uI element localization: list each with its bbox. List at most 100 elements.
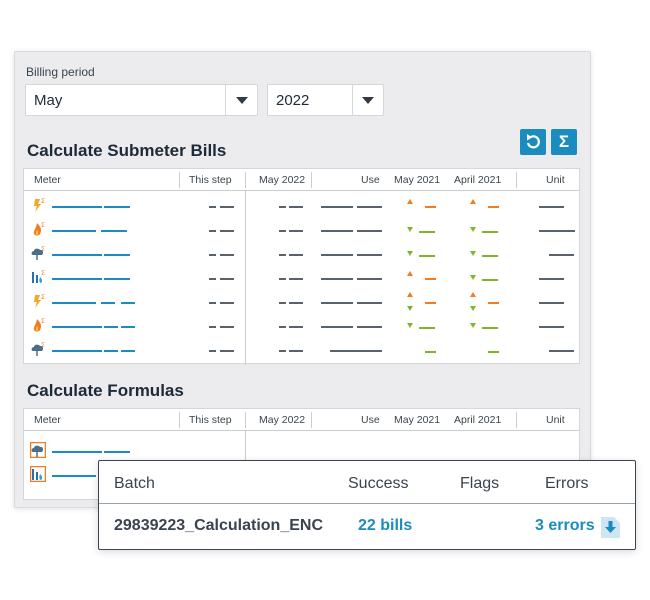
- cloud-formula-icon: [30, 442, 46, 458]
- this-step-value: [220, 326, 234, 328]
- trend-up-icon: [407, 199, 413, 204]
- meter-name-placeholder: [101, 302, 115, 304]
- change-value: [488, 302, 499, 304]
- use-value: [321, 230, 353, 232]
- use-value: [321, 302, 353, 304]
- col-meter[interactable]: Meter: [34, 174, 61, 186]
- use-value: [330, 350, 360, 352]
- change-value: [419, 255, 435, 257]
- svg-text:Σ: Σ: [41, 198, 45, 205]
- col-meter[interactable]: Meter: [34, 414, 61, 426]
- use-value: [321, 206, 353, 208]
- may-2022-value: [279, 350, 286, 352]
- billing-period-label: Billing period: [26, 65, 95, 79]
- unit-value: [539, 230, 575, 232]
- chevron-down-icon[interactable]: [236, 97, 248, 104]
- water-formula-icon: [30, 466, 46, 482]
- this-step-value: [220, 350, 234, 352]
- svg-text:Σ: Σ: [41, 246, 45, 253]
- trend-up-icon: [470, 199, 476, 204]
- this-step-value: [209, 302, 216, 304]
- change-value: [482, 279, 498, 281]
- may-2022-value: [279, 302, 286, 304]
- col-this-step[interactable]: This step: [189, 414, 232, 426]
- may-2022-value: [289, 206, 303, 208]
- trend-down-icon: [470, 323, 476, 328]
- month-select-divider: [225, 85, 226, 115]
- formulas-section-title: Calculate Formulas: [27, 381, 184, 400]
- errors-link[interactable]: 3 errors: [535, 517, 595, 534]
- electric-meter-sigma-icon: Σ: [34, 294, 45, 308]
- change-value: [425, 278, 436, 280]
- download-icon[interactable]: [601, 517, 620, 538]
- unit-value: [539, 326, 564, 328]
- change-value: [419, 231, 435, 233]
- meter-name-placeholder: [52, 254, 102, 256]
- col-may-2022[interactable]: May 2022: [259, 414, 306, 426]
- month-select[interactable]: May: [25, 84, 258, 116]
- may-2022-value: [279, 206, 286, 208]
- success-header: Success: [348, 475, 409, 492]
- change-value: [482, 255, 498, 257]
- col-april-2021[interactable]: April 2021: [454, 414, 502, 426]
- may-2022-value: [289, 302, 303, 304]
- cloud-meter-sigma-icon: Σ: [31, 246, 45, 260]
- col-may-2021[interactable]: May 2021: [394, 414, 441, 426]
- svg-text:Σ: Σ: [41, 222, 45, 229]
- change-value: [488, 351, 499, 353]
- meter-name-placeholder: [104, 451, 130, 453]
- col-may-2022[interactable]: May 2022: [259, 174, 306, 186]
- col-this-step[interactable]: This step: [189, 174, 232, 186]
- batch-id: 29839223_Calculation_ENC: [114, 517, 323, 534]
- may-2022-value: [279, 230, 286, 232]
- column-divider: [311, 172, 312, 188]
- svg-text:Σ: Σ: [41, 342, 45, 349]
- sum-button[interactable]: Σ: [551, 129, 577, 155]
- change-value: [425, 302, 436, 304]
- column-divider: [179, 412, 180, 428]
- year-select[interactable]: 2022: [267, 84, 384, 116]
- chevron-down-icon[interactable]: [362, 97, 374, 104]
- col-unit[interactable]: Unit: [546, 414, 565, 426]
- trend-up-icon: [407, 271, 413, 276]
- this-step-value: [220, 206, 234, 208]
- table-split-divider: [245, 191, 246, 365]
- change-value: [419, 327, 435, 329]
- column-divider: [179, 172, 180, 188]
- col-use[interactable]: Use: [361, 414, 380, 426]
- may-2022-value: [279, 278, 286, 280]
- trend-down-icon: [470, 275, 476, 280]
- meter-name-placeholder: [52, 206, 102, 208]
- may-2022-value: [289, 278, 303, 280]
- col-april-2021[interactable]: April 2021: [454, 174, 502, 186]
- meter-name-placeholder: [121, 326, 135, 328]
- may-2022-value: [289, 254, 303, 256]
- svg-text:Σ: Σ: [41, 294, 45, 301]
- meter-name-placeholder: [121, 302, 135, 304]
- success-link[interactable]: 22 bills: [358, 517, 413, 534]
- recalculate-button[interactable]: [520, 129, 546, 155]
- this-step-value: [209, 206, 216, 208]
- column-divider: [245, 412, 246, 428]
- use-value: [357, 302, 382, 304]
- meter-name-placeholder: [52, 326, 102, 328]
- meter-name-placeholder: [101, 230, 127, 232]
- trend-down-icon: [407, 306, 413, 311]
- meter-name-placeholder: [52, 302, 96, 304]
- meter-name-placeholder: [104, 206, 130, 208]
- unit-value: [539, 206, 564, 208]
- trend-up-icon: [407, 292, 413, 297]
- col-use[interactable]: Use: [361, 174, 380, 186]
- month-select-value: May: [34, 92, 63, 109]
- refresh-icon: [526, 134, 540, 149]
- trend-down-icon: [407, 323, 413, 328]
- col-unit[interactable]: Unit: [546, 174, 565, 186]
- trend-down-icon: [407, 251, 413, 256]
- meter-name-placeholder: [52, 475, 96, 477]
- use-value: [357, 206, 382, 208]
- this-step-value: [209, 230, 216, 232]
- col-may-2021[interactable]: May 2021: [394, 174, 441, 186]
- this-step-value: [220, 254, 234, 256]
- this-step-value: [209, 278, 216, 280]
- meter-name-placeholder: [104, 350, 118, 352]
